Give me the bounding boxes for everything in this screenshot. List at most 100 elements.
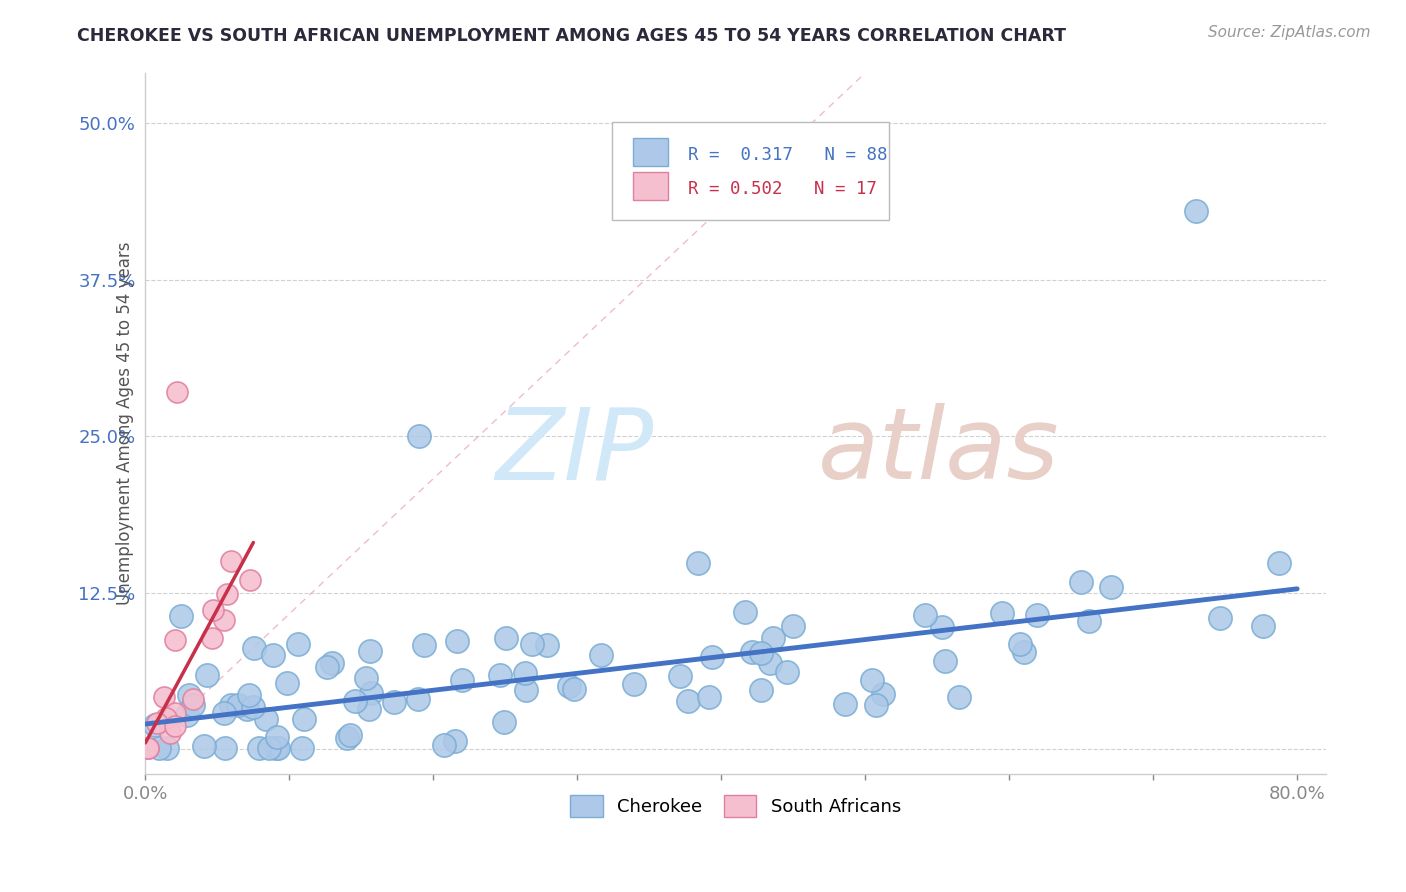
Cherokee [492, 714, 515, 729]
Cherokee [623, 677, 645, 691]
South Africans [163, 719, 186, 733]
Cherokee [193, 739, 215, 754]
Cherokee [170, 609, 193, 624]
Text: ZIP: ZIP [495, 403, 652, 500]
Cherokee [948, 690, 970, 704]
Legend: Cherokee, South Africans: Cherokee, South Africans [562, 789, 908, 825]
South Africans [166, 385, 188, 400]
Cherokee [872, 687, 894, 701]
Cherokee [1077, 614, 1099, 628]
Cherokee [520, 637, 543, 651]
Cherokee [865, 698, 887, 712]
Cherokee [195, 668, 218, 682]
Cherokee [931, 620, 953, 634]
South Africans [165, 633, 187, 648]
Cherokee [1268, 556, 1291, 570]
South Africans [217, 587, 239, 601]
Cherokee [262, 648, 284, 662]
Cherokee [291, 740, 314, 755]
Cherokee [321, 657, 343, 671]
Cherokee [734, 605, 756, 619]
Cherokee [443, 734, 465, 748]
Cherokee [1185, 203, 1208, 218]
South Africans [239, 574, 262, 588]
Cherokee [446, 633, 468, 648]
Cherokee [991, 606, 1014, 620]
Cherokee [143, 717, 166, 731]
Y-axis label: Unemployment Among Ages 45 to 54 years: Unemployment Among Ages 45 to 54 years [117, 242, 134, 606]
Cherokee [591, 648, 613, 663]
Cherokee [359, 644, 381, 658]
Cherokee [749, 646, 772, 660]
Cherokee [336, 731, 359, 745]
Cherokee [1099, 580, 1122, 594]
Cherokee [488, 668, 510, 682]
Cherokee [562, 682, 585, 697]
Cherokee [741, 644, 763, 658]
Cherokee [1008, 637, 1031, 651]
Cherokee [176, 707, 198, 722]
Cherokee [254, 712, 277, 726]
FancyBboxPatch shape [612, 122, 889, 220]
Cherokee [228, 698, 250, 712]
Cherokee [914, 608, 936, 623]
Cherokee [343, 694, 366, 708]
South Africans [155, 711, 177, 725]
Cherokee [860, 673, 883, 688]
Cherokee [242, 700, 264, 714]
Cherokee [776, 665, 799, 679]
Text: R =  0.317   N = 88: R = 0.317 N = 88 [689, 145, 889, 164]
Cherokee [264, 740, 287, 755]
South Africans [138, 740, 160, 755]
Cherokee [243, 641, 266, 656]
Cherokee [148, 740, 170, 755]
Cherokee [1070, 575, 1092, 590]
Cherokee [934, 654, 956, 668]
Cherokee [156, 740, 179, 755]
Cherokee [287, 637, 309, 651]
Cherokee [697, 690, 720, 705]
Cherokee [762, 632, 785, 646]
South Africans [181, 692, 204, 706]
Cherokee [266, 731, 288, 745]
South Africans [152, 690, 174, 704]
Cherokee [433, 738, 456, 752]
Cherokee [354, 671, 377, 685]
Cherokee [686, 556, 709, 570]
Text: Source: ZipAtlas.com: Source: ZipAtlas.com [1208, 25, 1371, 40]
Cherokee [238, 688, 260, 702]
Cherokee [749, 682, 772, 697]
Cherokee [181, 698, 204, 712]
Cherokee [413, 638, 436, 652]
Cherokee [834, 698, 856, 712]
FancyBboxPatch shape [633, 172, 668, 201]
Cherokee [669, 669, 692, 683]
South Africans [136, 740, 159, 755]
Cherokee [451, 673, 474, 688]
South Africans [146, 715, 169, 730]
Cherokee [676, 694, 699, 708]
Cherokee [700, 650, 723, 665]
Cherokee [536, 638, 558, 652]
Cherokee [357, 702, 380, 716]
Cherokee [292, 712, 315, 726]
Cherokee [759, 656, 782, 670]
Cherokee [339, 728, 361, 742]
Text: R = 0.502   N = 17: R = 0.502 N = 17 [689, 180, 877, 198]
Cherokee [212, 706, 235, 720]
Cherokee [382, 695, 405, 709]
Cherokee [557, 680, 579, 694]
Cherokee [316, 659, 339, 673]
Cherokee [513, 666, 536, 681]
South Africans [221, 554, 243, 568]
Text: CHEROKEE VS SOUTH AFRICAN UNEMPLOYMENT AMONG AGES 45 TO 54 YEARS CORRELATION CHA: CHEROKEE VS SOUTH AFRICAN UNEMPLOYMENT A… [77, 27, 1066, 45]
Cherokee [177, 688, 200, 702]
Cherokee [495, 631, 517, 645]
Cherokee [259, 740, 281, 755]
FancyBboxPatch shape [633, 137, 668, 166]
Cherokee [1209, 611, 1232, 625]
South Africans [201, 603, 224, 617]
South Africans [159, 725, 181, 739]
Cherokee [1026, 607, 1049, 622]
Cherokee [247, 740, 270, 755]
